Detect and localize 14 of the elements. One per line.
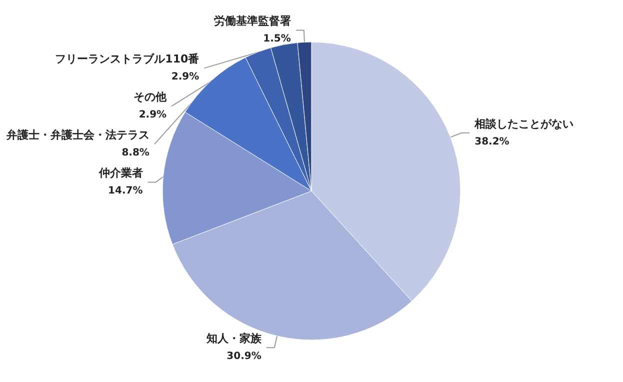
slice-label: 弁護士・弁護士会・法テラス [5,128,150,142]
slice-label: 労働基準監督署 [214,14,291,28]
slice-label: 知人・家族 [205,332,262,346]
data-label: 8.8% [122,148,150,159]
data-label: 30.9% [226,351,262,362]
slice-label: 相談したことがない [474,117,574,130]
data-label: 14.7% [108,186,143,197]
data-label: 38.2% [474,136,510,148]
slice-label: フリーランストラブル110番 [55,52,200,66]
data-label: 2.9% [138,110,167,121]
data-label: 2.9% [171,72,200,83]
slice-label: 仲介業者 [98,166,143,180]
slice-label: その他 [134,90,168,104]
data-label: 1.5% [263,34,291,45]
